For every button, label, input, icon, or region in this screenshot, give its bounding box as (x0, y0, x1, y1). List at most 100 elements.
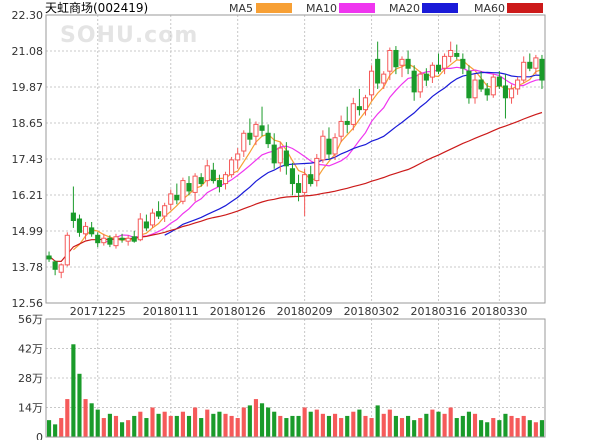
candle-body (496, 76, 502, 87)
volume-bar (180, 411, 185, 437)
candle-body (429, 64, 435, 78)
volume-bar (266, 407, 271, 437)
volume-bar (509, 415, 514, 437)
volume-bar (83, 399, 88, 437)
volume-bar (497, 420, 502, 437)
candle-body (332, 137, 338, 155)
price-tick-label: 19.87 (12, 81, 44, 94)
candle-body (198, 177, 204, 185)
price-tick-label: 21.08 (12, 45, 44, 58)
candle-body (58, 264, 64, 273)
candle-body (283, 150, 289, 167)
axis-labels: 22.30 21.08 19.87 18.65 17.43 16.21 14.99 13.78… (12, 9, 528, 440)
legend-swatch (256, 3, 292, 13)
price-tick-label: 18.65 (12, 117, 44, 130)
volume-bar (466, 411, 472, 437)
candlesticks (46, 41, 545, 279)
volume-bar (253, 399, 259, 437)
volume-bar (199, 418, 204, 437)
chart-title: 天虹商场(002419) (45, 0, 148, 15)
volume-tick-label: 14万 (18, 402, 43, 415)
volume-bar (101, 418, 106, 437)
volume-bar (485, 422, 490, 437)
candle-body (435, 64, 442, 72)
volume-bar (168, 415, 173, 437)
date-tick-label: 20180302 (344, 305, 400, 318)
volume-bar (126, 420, 131, 437)
candle-body (192, 175, 198, 193)
candle-body (387, 49, 393, 72)
volume-bar (351, 411, 356, 437)
candle-body (362, 97, 369, 111)
candle-body (222, 174, 229, 185)
volume-bar (320, 413, 325, 437)
volume-bar (53, 424, 58, 437)
candle-body (356, 106, 362, 111)
price-tick-label: 14.99 (12, 225, 44, 238)
candle-body (52, 261, 58, 270)
date-tick-label: 20171225 (70, 305, 126, 318)
volume-bar (138, 411, 143, 437)
candle-body (417, 73, 423, 93)
volume-bar (229, 415, 234, 437)
volume-bar (381, 413, 386, 437)
volume-bar (314, 409, 319, 437)
candle-body (229, 159, 235, 176)
candle-body (338, 120, 344, 137)
candle-body (76, 218, 83, 233)
volume-grid (46, 319, 545, 437)
volume-bar (326, 415, 332, 437)
candle-body (515, 79, 521, 90)
candle-body (454, 52, 460, 57)
candle-body (119, 237, 125, 241)
candle-body (143, 221, 149, 229)
volume-bar (412, 420, 417, 437)
candle-body (381, 73, 387, 84)
volume-bar (424, 413, 429, 437)
candle-body (259, 125, 265, 131)
candle-body (107, 237, 113, 245)
date-tick-label: 20180111 (143, 305, 199, 318)
volume-bar (418, 418, 423, 437)
legend-label: MA20 (389, 2, 420, 15)
candle-body (149, 212, 156, 226)
candle-body (89, 227, 95, 235)
candle-body (423, 73, 429, 81)
volume-bar (119, 422, 125, 437)
volume-bar (247, 405, 252, 437)
watermark: SOHU.com (60, 23, 198, 48)
candle-body (265, 132, 271, 145)
candle-body (101, 237, 107, 244)
legend-label: MA10 (306, 2, 337, 15)
volume-tick-label: 42万 (18, 343, 43, 356)
volume-bar (107, 413, 112, 437)
volume-bar (442, 413, 447, 437)
candle-body (393, 49, 399, 68)
candle-body (216, 180, 223, 187)
candle-body (405, 58, 411, 69)
volume-bar (162, 411, 167, 437)
candle-body (375, 58, 381, 84)
date-tick-label: 20180330 (471, 305, 527, 318)
price-frame (45, 14, 546, 304)
volume-bar (150, 407, 155, 437)
volume-bar (406, 415, 411, 437)
candle-body (508, 88, 515, 99)
price-tick-label: 16.21 (12, 189, 44, 202)
candle-body (533, 57, 539, 69)
price-tick-label: 17.43 (12, 153, 44, 166)
volume-bar (284, 418, 289, 437)
volume-bar (71, 344, 76, 437)
volume-bar (296, 415, 301, 437)
candle-body (314, 157, 320, 182)
candle-body (174, 194, 180, 201)
candle-body (82, 225, 89, 235)
candle-body (478, 79, 484, 90)
volume-bar (399, 418, 405, 437)
volume-frame (45, 318, 546, 438)
candle-body (466, 70, 472, 99)
legend-label: MA60 (474, 2, 505, 15)
volume-bar (491, 418, 496, 437)
legend: MA5 MA10 MA20 MA60 (229, 2, 543, 15)
chart-frames (45, 14, 546, 438)
